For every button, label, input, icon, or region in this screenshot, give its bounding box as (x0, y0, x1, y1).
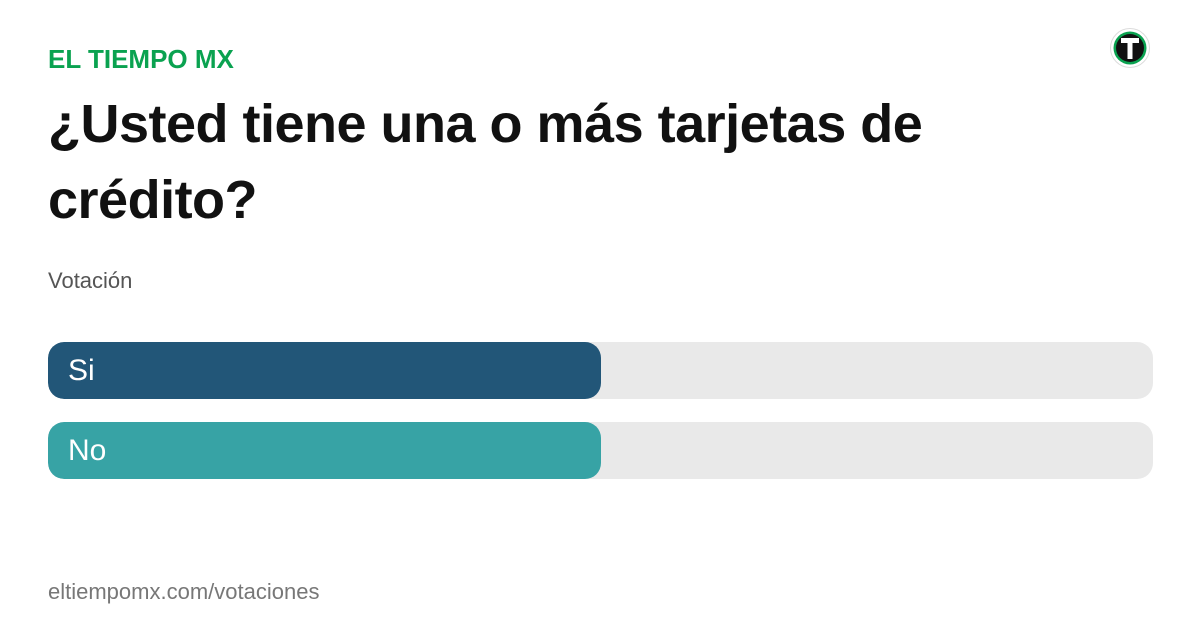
poll-option-si[interactable]: Si (48, 342, 1153, 399)
poll-option-si-label: Si (68, 354, 95, 387)
poll-option-si-fill (48, 342, 601, 399)
poll-option-no-label: No (68, 434, 107, 467)
poll-option-no-fill (48, 422, 601, 479)
poll-question: ¿Usted tiene una o más tarjetas de crédi… (48, 94, 923, 230)
poll-options: Si No (48, 342, 1153, 502)
el-tiempo-logo-icon (1110, 28, 1150, 68)
poll-subtitle: Votación (48, 268, 133, 293)
poll-option-no[interactable]: No (48, 422, 1153, 479)
footer-url[interactable]: eltiempomx.com/votaciones (48, 579, 320, 604)
brand-name: EL TIEMPO MX (48, 44, 234, 74)
